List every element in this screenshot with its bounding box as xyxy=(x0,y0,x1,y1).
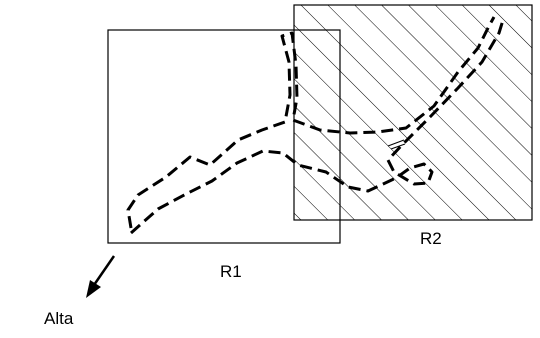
region-r2 xyxy=(293,4,533,221)
inner-mark-line-1 xyxy=(387,139,405,147)
r1-label: R1 xyxy=(220,262,242,281)
r2-hatch-fill xyxy=(294,5,532,220)
inner-mark-line-2 xyxy=(390,143,406,150)
r2-label: R2 xyxy=(420,229,442,248)
outline-lower-bank xyxy=(130,19,505,235)
inner-mark xyxy=(387,139,406,150)
alta-label: Alta xyxy=(44,309,74,328)
dashed-outline xyxy=(126,16,505,235)
outline-upper-bank xyxy=(126,16,496,229)
arrow-down-left-icon xyxy=(86,255,116,298)
region-r1 xyxy=(107,29,341,244)
